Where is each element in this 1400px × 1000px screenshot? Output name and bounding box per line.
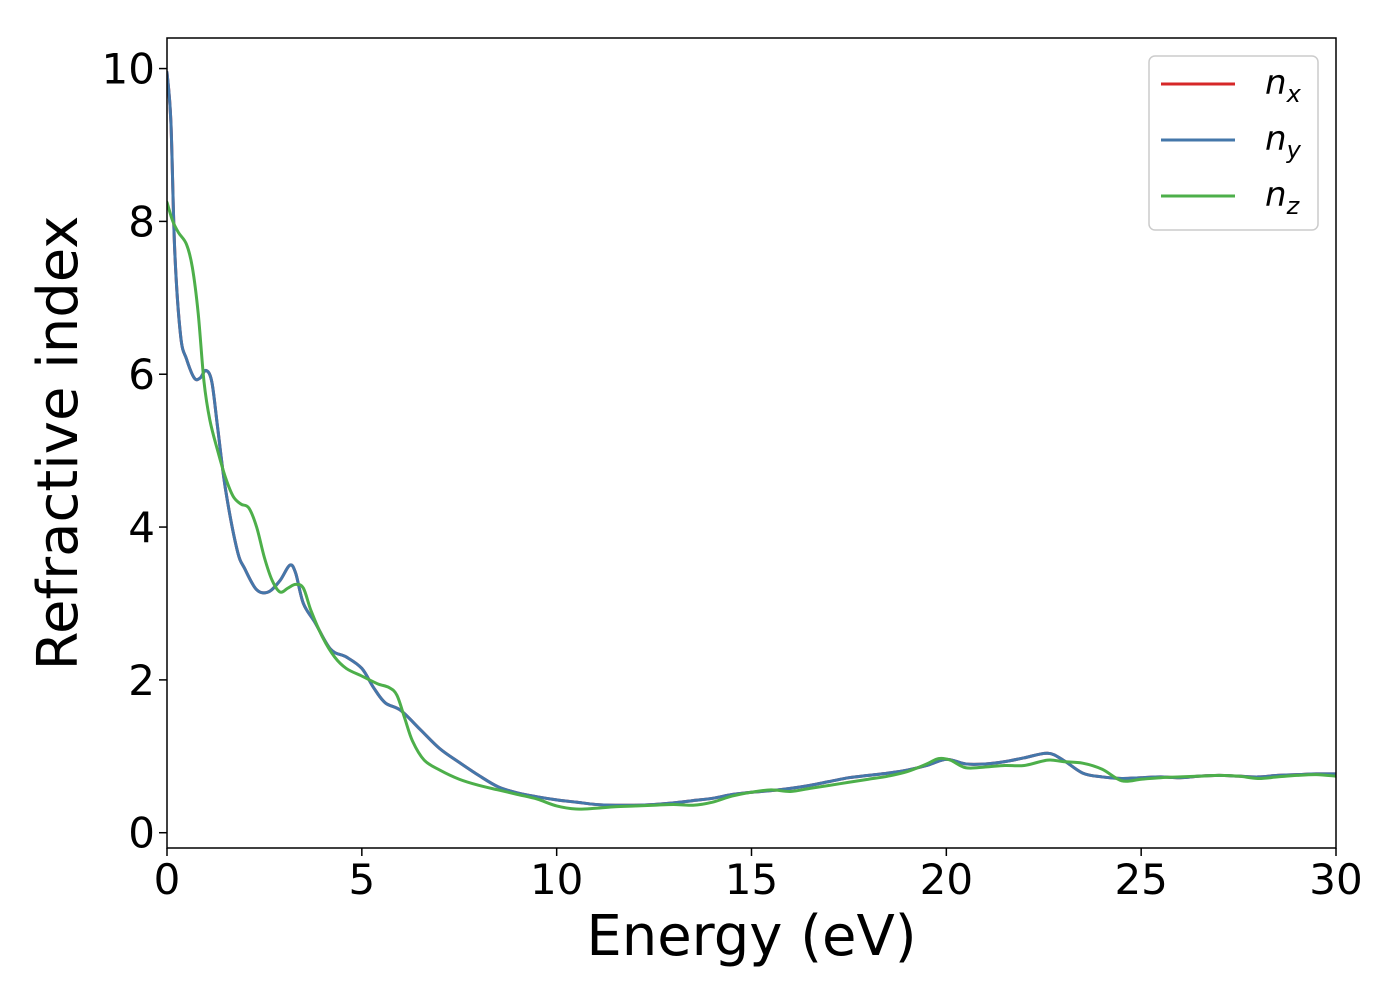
x-axis-title: Energy (eV) bbox=[586, 904, 916, 969]
y-axis-title: Refractive index bbox=[26, 216, 91, 671]
x-tick-label: 5 bbox=[348, 855, 375, 904]
legend-label: nx bbox=[1265, 63, 1302, 108]
legend-box bbox=[1148, 55, 1319, 231]
legend-label-subscript: z bbox=[1286, 192, 1301, 220]
y-tick-label: 0 bbox=[128, 809, 155, 858]
y-tick-label: 8 bbox=[128, 197, 155, 246]
legend-label-subscript: y bbox=[1286, 136, 1302, 164]
x-tick-label: 15 bbox=[725, 855, 778, 904]
legend-label: nz bbox=[1265, 175, 1301, 220]
legend-label-base: n bbox=[1265, 63, 1287, 103]
legend-label-base: n bbox=[1265, 119, 1287, 159]
y-tick-label: 6 bbox=[128, 350, 155, 399]
legend-label-base: n bbox=[1265, 175, 1287, 215]
x-tick-label: 10 bbox=[530, 855, 583, 904]
legend-label-subscript: x bbox=[1286, 80, 1302, 108]
x-tick-label: 0 bbox=[154, 855, 181, 904]
ticks-layer: 0 5 10 15 20 25 30 0 2 4 6 8 10 bbox=[102, 45, 1363, 904]
y-tick-label: 2 bbox=[128, 656, 155, 705]
x-tick-label: 30 bbox=[1309, 855, 1362, 904]
legend-label: ny bbox=[1265, 119, 1302, 164]
y-tick-label: 4 bbox=[128, 503, 155, 552]
x-tick-label: 20 bbox=[920, 855, 973, 904]
series-layer bbox=[167, 70, 1336, 811]
x-tick-label: 25 bbox=[1114, 855, 1167, 904]
series-line-nz bbox=[167, 200, 1336, 811]
y-tick-label: 10 bbox=[102, 45, 155, 94]
